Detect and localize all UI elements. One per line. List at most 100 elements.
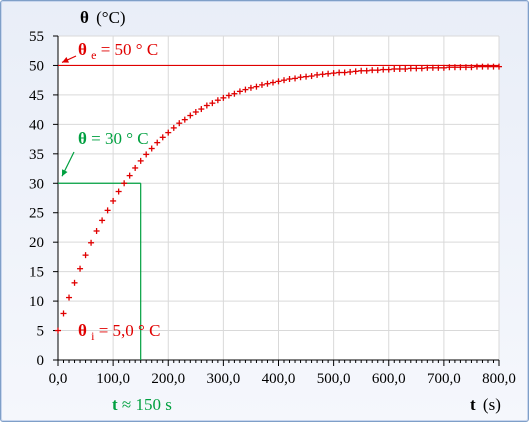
y-tick-label: 50 [29, 58, 44, 74]
x-axis-unit: (s) [483, 395, 501, 414]
data-point [336, 69, 343, 76]
data-point [115, 188, 122, 195]
y-tick-label: 0 [37, 353, 45, 369]
data-point [242, 86, 249, 93]
data-point [358, 67, 365, 74]
asymptote-subscript: e [91, 48, 96, 62]
data-point [330, 70, 337, 77]
data-point [143, 151, 150, 158]
data-point [236, 88, 243, 95]
initial-value: = 5,0 ° C [99, 321, 161, 340]
asymptote-value: = 50 ° C [101, 40, 158, 59]
data-point [418, 65, 425, 72]
data-point [132, 164, 139, 171]
asymptote-label: θ e = 50 ° C [78, 40, 158, 63]
asymptote-arrow-head [62, 57, 69, 63]
data-point [269, 79, 276, 86]
data-point [264, 80, 271, 87]
data-point [440, 64, 447, 71]
data-point [303, 73, 310, 80]
threshold-x-value: ≈ 150 s [122, 395, 172, 414]
data-point [82, 252, 89, 259]
x-tick-label: 300,0 [207, 371, 241, 387]
data-point [148, 145, 155, 152]
data-point [429, 64, 436, 71]
data-point [369, 67, 376, 74]
y-tick-label: 30 [29, 176, 44, 192]
data-point [231, 90, 238, 97]
data-point [192, 108, 199, 115]
x-tick-label: 100,0 [96, 371, 130, 387]
y-axis-title: θ (°C) [80, 8, 126, 27]
data-point [66, 294, 73, 301]
data-point [446, 64, 453, 71]
tick-labels: 0 5 10 15 20 25 30 35 40 45 50 55 0,0 100,0 200,0 300,0… [29, 29, 516, 387]
data-point [363, 67, 370, 74]
asymptote-arrow [61, 55, 77, 63]
data-point [137, 157, 144, 164]
data-point [220, 94, 227, 101]
data-point [281, 77, 288, 84]
x-axis-symbol: t [470, 395, 476, 414]
data-point [214, 97, 221, 104]
annotation-arrows [61, 55, 77, 177]
data-point [121, 180, 128, 187]
data-point [165, 129, 172, 136]
x-tick-label: 600,0 [372, 371, 406, 387]
data-point [203, 102, 210, 109]
data-point [198, 106, 205, 113]
data-point [93, 227, 100, 234]
y-tick-label: 55 [29, 29, 44, 45]
data-point [496, 63, 502, 70]
y-axis-symbol: θ [80, 8, 89, 27]
data-point [275, 78, 282, 85]
data-point [258, 81, 265, 88]
data-point [99, 217, 106, 224]
data-point [77, 265, 84, 272]
data-point [484, 63, 491, 70]
data-point [347, 68, 354, 75]
data-points [55, 63, 502, 334]
data-point [413, 65, 420, 72]
data-point [126, 172, 133, 179]
data-point [352, 68, 359, 75]
data-point [341, 69, 348, 76]
data-point [286, 76, 293, 83]
data-point [391, 65, 398, 72]
data-point [154, 139, 161, 146]
data-point [424, 64, 431, 71]
data-point [55, 327, 61, 334]
y-tick-label: 35 [29, 147, 44, 163]
threshold-arrow [61, 151, 75, 177]
data-point [457, 64, 464, 71]
x-tick-label: 200,0 [151, 371, 185, 387]
data-point [110, 197, 117, 204]
data-point [396, 65, 403, 72]
data-point [325, 70, 332, 77]
threshold-x-label: t ≈ 150 s [112, 395, 172, 414]
data-point [435, 64, 442, 71]
data-point [490, 63, 497, 70]
data-point [292, 75, 299, 82]
data-point [385, 66, 392, 73]
data-point [88, 239, 95, 246]
data-point [308, 73, 315, 80]
data-point [402, 65, 409, 72]
data-point [319, 71, 326, 78]
initial-subscript: i [91, 329, 95, 343]
y-tick-label: 15 [29, 265, 44, 281]
initial-label: θ i = 5,0 ° C [78, 321, 160, 344]
data-point [479, 63, 486, 70]
data-point [209, 100, 216, 107]
data-point [225, 92, 232, 99]
data-point [104, 207, 111, 214]
data-point [297, 74, 304, 81]
threshold-y-value: = 30 ° C [91, 129, 148, 148]
y-tick-label: 45 [29, 88, 44, 104]
data-point [462, 64, 469, 71]
data-point [451, 64, 458, 71]
grid [57, 35, 500, 361]
threshold-y-symbol: θ [78, 129, 87, 148]
initial-symbol: θ [78, 321, 87, 340]
